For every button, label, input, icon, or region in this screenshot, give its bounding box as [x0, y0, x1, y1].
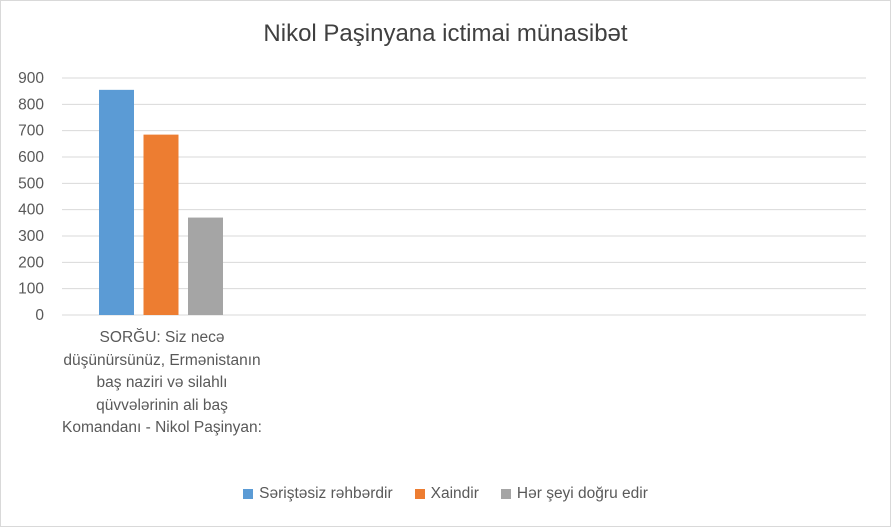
- y-tick-label: 900: [18, 70, 44, 87]
- y-tick-label: 100: [18, 281, 44, 298]
- legend-label: Səriştəsiz rəhbərdir: [259, 485, 393, 502]
- bar: [143, 134, 179, 315]
- legend-swatch: [243, 489, 254, 499]
- legend-swatch: [500, 489, 511, 499]
- y-tick-label: 200: [18, 254, 44, 271]
- y-tick-label: 700: [18, 123, 44, 140]
- legend-label: Hər şeyi doğru edir: [516, 485, 648, 502]
- y-tick-label: 300: [18, 228, 44, 245]
- y-tick-label: 400: [18, 202, 44, 219]
- legend: Səriştəsiz rəhbərdir Xaindir Hər şeyi do…: [0, 485, 891, 503]
- y-tick-label: 600: [18, 149, 44, 166]
- legend-swatch: [414, 489, 425, 499]
- legend-item: Xaindir: [414, 485, 479, 503]
- bar: [188, 217, 223, 315]
- legend-item: Səriştəsiz rəhbərdir: [243, 485, 393, 503]
- legend-label: Xaindir: [430, 485, 479, 502]
- bar: [99, 89, 134, 315]
- category-label: SORĞU: Siz necə düşünürsünüz, Ermənistan…: [62, 329, 262, 436]
- legend-item: Hər şeyi doğru edir: [500, 485, 648, 503]
- chart-title: Nikol Paşinyana ictimai münasibət: [263, 20, 628, 47]
- y-tick-label: 800: [18, 96, 44, 113]
- y-tick-label: 500: [18, 175, 44, 192]
- y-tick-label: 0: [35, 307, 44, 324]
